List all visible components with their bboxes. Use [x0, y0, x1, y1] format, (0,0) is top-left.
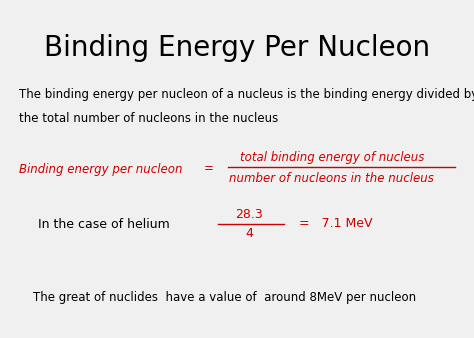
Text: number of nucleons in the nucleus: number of nucleons in the nucleus [229, 172, 434, 185]
Text: 28.3: 28.3 [235, 208, 263, 221]
Text: The binding energy per nucleon of a nucleus is the binding energy divided by: The binding energy per nucleon of a nucl… [19, 88, 474, 101]
Text: the total number of nucleons in the nucleus: the total number of nucleons in the nucl… [19, 112, 278, 124]
Text: Binding Energy Per Nucleon: Binding Energy Per Nucleon [44, 34, 430, 62]
Text: total binding energy of nucleus: total binding energy of nucleus [240, 151, 424, 164]
Text: 4: 4 [245, 227, 253, 240]
Text: In the case of helium: In the case of helium [38, 218, 170, 231]
Text: =   7.1 MeV: = 7.1 MeV [299, 217, 372, 230]
Text: The great of nuclides  have a value of  around 8MeV per nucleon: The great of nuclides have a value of ar… [33, 291, 416, 304]
Text: =: = [204, 163, 213, 175]
Text: Binding energy per nucleon: Binding energy per nucleon [19, 163, 182, 175]
